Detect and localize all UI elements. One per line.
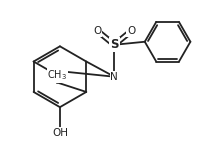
Text: S: S xyxy=(110,38,119,51)
Text: OH: OH xyxy=(52,128,68,138)
Text: N: N xyxy=(110,72,118,82)
Text: CH$_3$: CH$_3$ xyxy=(47,68,67,82)
Text: O: O xyxy=(93,26,102,36)
Text: O: O xyxy=(127,26,135,36)
